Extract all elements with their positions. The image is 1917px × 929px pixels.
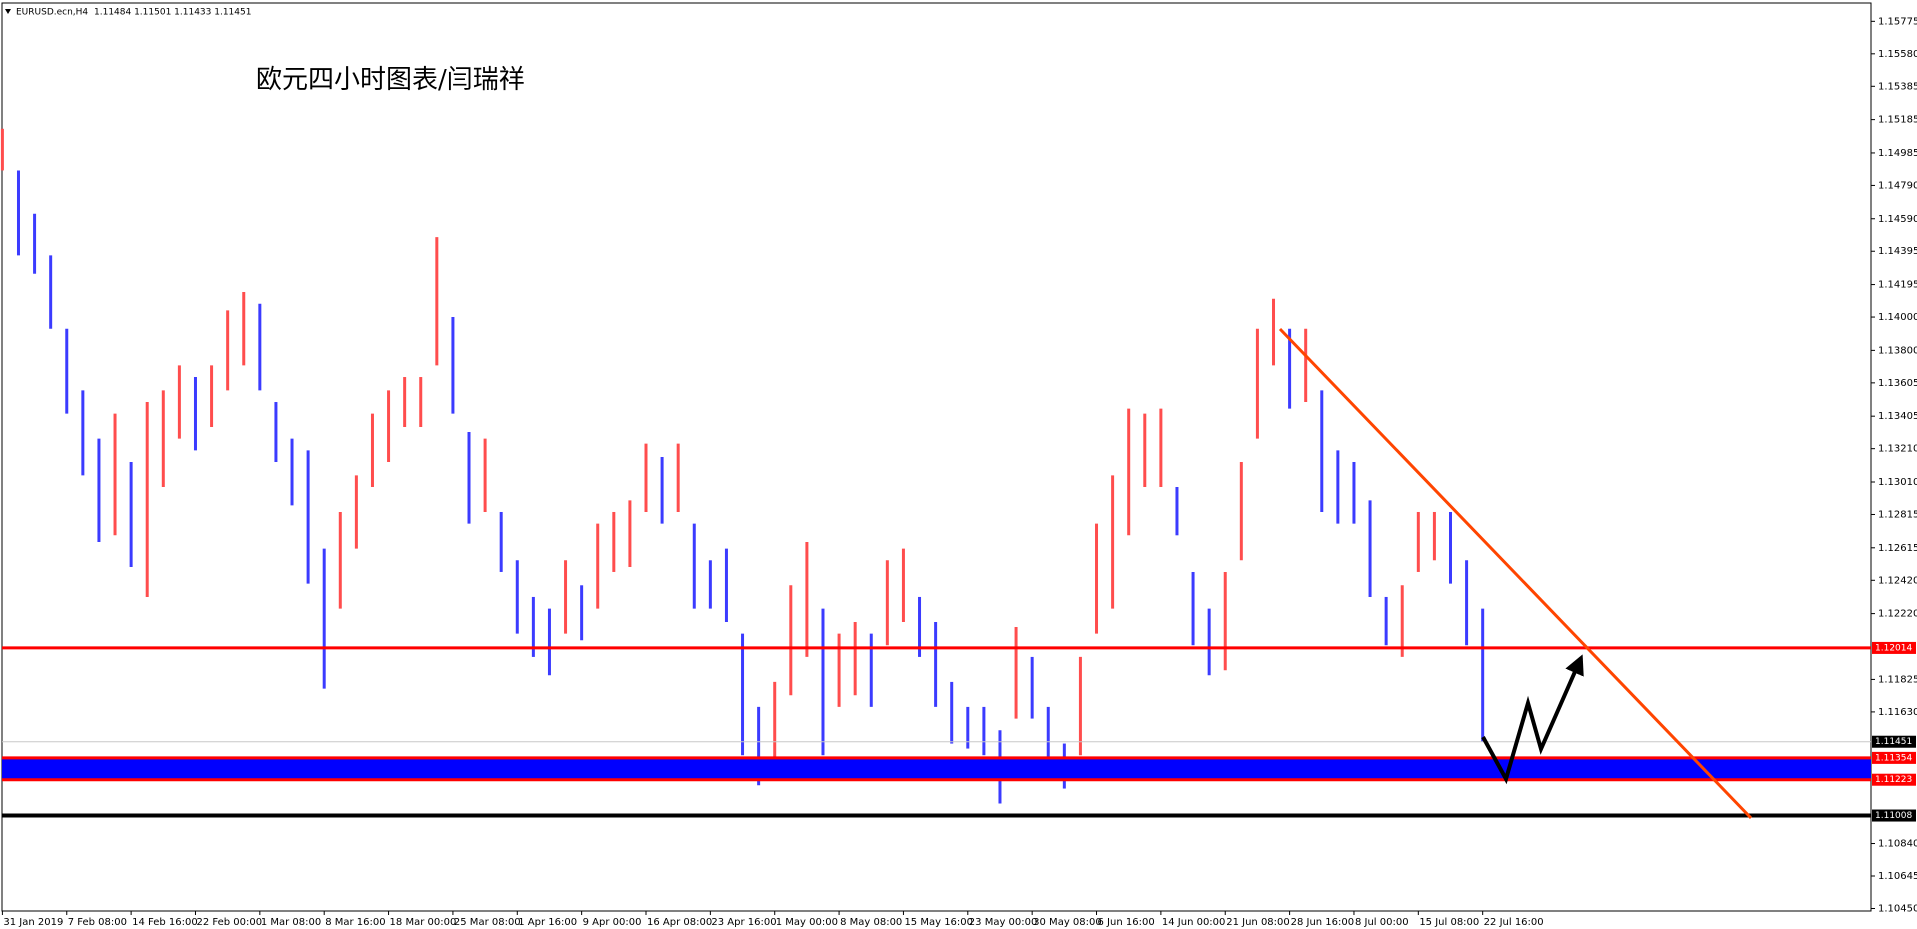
annotation: 欧元四小时图表/闫瑞祥 — [256, 65, 525, 95]
y-tick-label: 1.15185 — [1878, 115, 1917, 126]
level-label: 1.11451 — [1875, 737, 1912, 747]
y-tick-label: 1.14985 — [1878, 148, 1917, 159]
level-box — [1872, 641, 1916, 654]
trend-line — [1278, 327, 1753, 820]
y-tick-label: 1.15385 — [1878, 81, 1917, 92]
x-tick-label: 25 Mar 08:00 — [454, 917, 521, 928]
quote: 1.11484 1.11501 1.11433 1.11451 — [94, 8, 251, 18]
y-tick-label: 1.13800 — [1878, 345, 1917, 356]
x-tick-label: 18 Mar 00:00 — [390, 917, 457, 928]
x-tick-label: 15 Jul 08:00 — [1419, 917, 1479, 928]
zone — [2, 757, 1871, 780]
symbol: EURUSD.ecn,H4 — [16, 8, 88, 18]
y-tick-label: 1.12420 — [1878, 575, 1917, 586]
y-tick-label: 1.12615 — [1878, 543, 1917, 554]
x-tick-label: 8 May 08:00 — [840, 917, 902, 928]
x-tick-label: 6 Jun 16:00 — [1098, 917, 1155, 928]
x-tick-label: 1 May 00:00 — [776, 917, 838, 928]
level-label: 1.11354 — [1875, 753, 1912, 763]
x-tick-label: 28 Jun 16:00 — [1291, 917, 1355, 928]
x-tick-label: 14 Jun 00:00 — [1162, 917, 1226, 928]
y-tick-label: 1.12815 — [1878, 509, 1917, 520]
x-tick-label: 1 Mar 08:00 — [261, 917, 321, 928]
y-tick-label: 1.12220 — [1878, 609, 1917, 620]
y-tick-label: 1.14000 — [1878, 312, 1917, 323]
x-tick-label: 8 Mar 16:00 — [325, 917, 385, 928]
projection-arrow — [1481, 654, 1584, 785]
level-label: 1.12014 — [1875, 643, 1912, 653]
symbol-menu[interactable] — [5, 9, 11, 14]
y-tick-label: 1.11630 — [1878, 707, 1917, 718]
y-tick-label: 1.15580 — [1878, 49, 1917, 60]
level-box — [1872, 809, 1916, 822]
x-tick-label: 15 May 16:00 — [904, 917, 973, 928]
y-tick-label: 1.11825 — [1878, 674, 1917, 685]
y-tick-label: 1.10450 — [1878, 904, 1917, 915]
x-tick-label: 16 Apr 08:00 — [647, 917, 712, 928]
level-label: 1.11008 — [1875, 811, 1912, 821]
x-tick-label: 7 Feb 08:00 — [68, 917, 127, 928]
marks — [0, 128, 1871, 818]
y-tick-label: 1.14395 — [1878, 246, 1917, 257]
x-tick-label: 9 Apr 00:00 — [583, 917, 642, 928]
y-tick-label: 1.10645 — [1878, 871, 1917, 882]
x-tick-label: 22 Jul 16:00 — [1484, 917, 1544, 928]
y-tick-label: 1.15775 — [1878, 16, 1917, 27]
x-tick-label: 14 Feb 16:00 — [132, 917, 198, 928]
x-tick-label: 30 May 08:00 — [1033, 917, 1102, 928]
x-tick-label: 1 Apr 16:00 — [518, 917, 577, 928]
level-box — [1872, 751, 1916, 764]
y-tick-label: 1.13010 — [1878, 477, 1917, 488]
y-tick-label: 1.13210 — [1878, 444, 1917, 455]
level-box — [1872, 773, 1916, 786]
x-tick-label: 31 Jan 2019 — [3, 917, 63, 928]
x-tick-label: 22 Feb 00:00 — [196, 917, 262, 928]
plot-frame — [1, 2, 1872, 912]
x-tick-label: 23 Apr 16:00 — [711, 917, 776, 928]
level-box — [1872, 735, 1916, 748]
y-tick-label: 1.10840 — [1878, 839, 1917, 850]
x-tick-label: 23 May 00:00 — [969, 917, 1038, 928]
y-tick-label: 1.14590 — [1878, 214, 1917, 225]
x-tick-label: 21 Jun 08:00 — [1226, 917, 1290, 928]
y-tick-label: 1.13605 — [1878, 378, 1917, 389]
level-label: 1.11223 — [1875, 775, 1912, 785]
y-tick-label: 1.13405 — [1878, 411, 1917, 422]
y-tick-label: 1.14195 — [1878, 280, 1917, 291]
x-tick-label: 8 Jul 00:00 — [1355, 917, 1409, 928]
y-tick-label: 1.14790 — [1878, 180, 1917, 191]
